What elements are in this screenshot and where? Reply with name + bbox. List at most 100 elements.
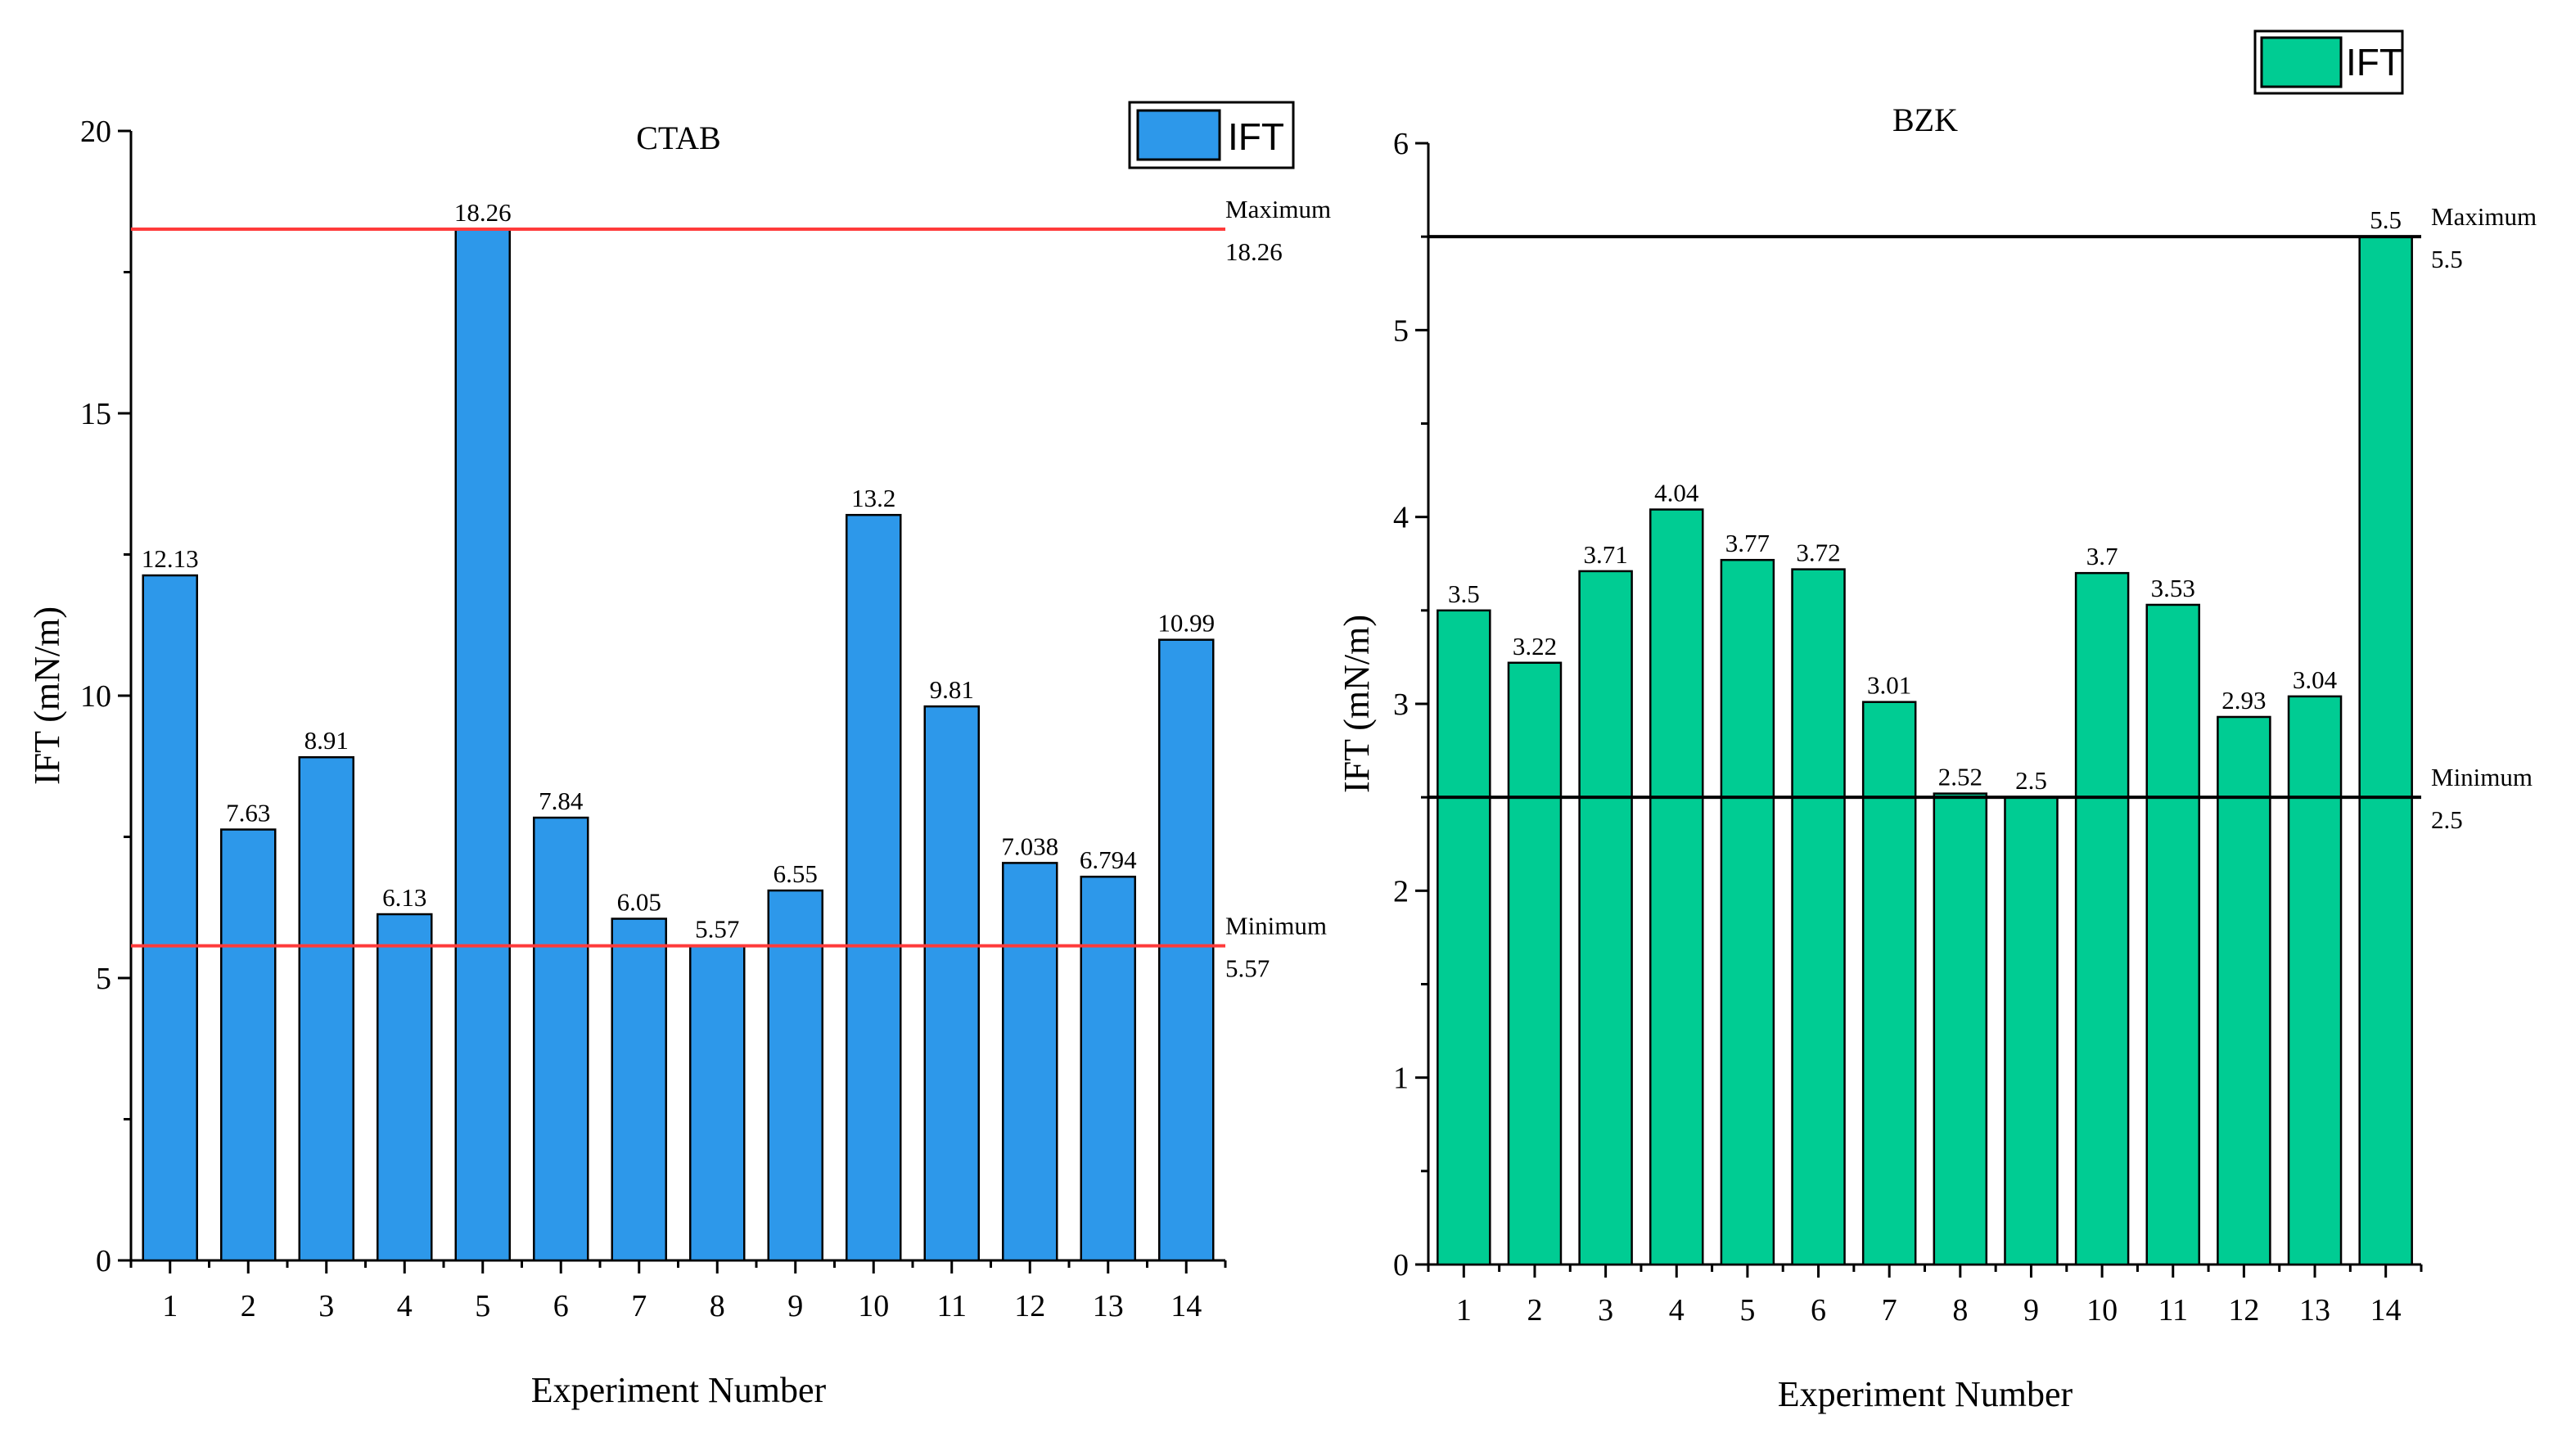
ctab-bar <box>533 816 589 1262</box>
bzk-bar-value-label: 3.22 <box>1513 632 1557 660</box>
bzk-maximum-label: Maximum <box>2431 202 2537 231</box>
bzk-y-tick-label: 5 <box>1393 313 1409 348</box>
bzk-bar <box>2287 695 2343 1266</box>
ctab-bar <box>142 574 198 1262</box>
bzk-x-axis-label: Experiment Number <box>1778 1374 2073 1414</box>
bzk-bar-value-label: 2.5 <box>2015 766 2047 795</box>
ctab-bar-value-label: 10.99 <box>1157 609 1215 638</box>
ctab-y-tick-label: 0 <box>96 1244 111 1278</box>
bzk-legend-label: IFT <box>2346 41 2402 83</box>
bzk-bar <box>2074 571 2130 1266</box>
bzk-bar <box>2217 715 2271 1266</box>
bzk-bar <box>1861 701 1917 1266</box>
ctab-bar <box>377 913 433 1262</box>
ctab-bar <box>1080 875 1136 1262</box>
bzk-bar-value-label: 3.7 <box>2086 542 2118 570</box>
ctab-y-tick-label: 5 <box>96 962 111 996</box>
bzk-bar-value-label: 3.04 <box>2293 665 2338 694</box>
ctab-y-tick-label: 10 <box>80 679 111 714</box>
ctab-data-labels: 12.13 7.63 8.91 6.13 18.26 7.84 6.05 5.57 6.55 13… <box>142 198 1215 944</box>
bzk-legend: IFT <box>2253 29 2404 95</box>
bzk-x-tick-label: 12 <box>2228 1293 2259 1328</box>
ctab-x-ticks: 1 2 3 4 5 6 7 8 9 10 11 12 13 14 <box>129 1260 1227 1323</box>
bzk-y-tick-label: 2 <box>1393 874 1409 908</box>
bzk-x-ticks: 1 2 3 4 5 6 7 8 9 10 11 12 13 14 <box>1427 1264 2423 1328</box>
bzk-x-tick-label: 11 <box>2158 1293 2188 1328</box>
bzk-bar <box>2145 603 2200 1266</box>
ctab-bar-value-label: 5.57 <box>695 915 739 944</box>
ctab-legend: IFT <box>1128 101 1295 169</box>
bzk-x-tick-label: 6 <box>1811 1293 1826 1328</box>
bzk-x-tick-label: 3 <box>1598 1293 1613 1328</box>
bzk-y-tick-label: 4 <box>1393 501 1409 535</box>
bzk-x-tick-label: 13 <box>2299 1293 2330 1328</box>
bzk-y-tick-label: 1 <box>1393 1062 1409 1096</box>
bzk-bar-value-label: 3.72 <box>1796 539 1840 567</box>
bzk-bar <box>1578 570 1633 1266</box>
bzk-x-tick-label: 2 <box>1527 1293 1542 1328</box>
bzk-bar <box>1507 661 1563 1266</box>
ctab-y-tick-label: 15 <box>80 397 111 431</box>
bzk-minimum-value: 2.5 <box>2431 805 2463 834</box>
bzk-bar-value-label: 3.5 <box>1448 579 1480 608</box>
bzk-bar <box>1720 558 1775 1266</box>
bzk-max-line-group: Maximum 5.5 <box>1428 202 2537 273</box>
bzk-bar-value-label: 3.77 <box>1725 529 1770 557</box>
ctab-bar-value-label: 7.038 <box>1001 832 1058 860</box>
ctab-min-line-group: Minimum 5.57 <box>131 912 1327 983</box>
bzk-x-tick-label: 1 <box>1456 1293 1472 1328</box>
ctab-x-tick-label: 14 <box>1170 1289 1202 1323</box>
ctab-bar <box>846 513 902 1262</box>
ctab-bar-value-label: 7.63 <box>226 799 270 827</box>
bzk-y-tick-label: 6 <box>1393 127 1409 161</box>
bzk-bar-value-label: 4.04 <box>1654 479 1699 507</box>
ctab-x-tick-label: 5 <box>475 1289 490 1323</box>
ctab-x-tick-label: 2 <box>241 1289 256 1323</box>
ctab-y-axis-label: IFT (mN/m) <box>27 606 67 785</box>
ctab-x-tick-label: 7 <box>631 1289 647 1323</box>
ctab-bar-value-label: 6.05 <box>617 888 661 917</box>
ctab-maximum-value: 18.26 <box>1225 237 1283 266</box>
ctab-x-tick-label: 1 <box>162 1289 178 1323</box>
ctab-maximum-label: Maximum <box>1225 195 1331 223</box>
bzk-data-labels: 3.5 3.22 3.71 4.04 3.77 3.72 3.01 2.52 2.5 3.7 3.5… <box>1448 205 2402 795</box>
bzk-bar-value-label: 5.5 <box>2370 205 2402 234</box>
bzk-bar <box>2004 796 2059 1266</box>
bzk-bar <box>1933 792 1988 1266</box>
bzk-minimum-label: Minimum <box>2431 763 2533 791</box>
ctab-x-tick-label: 9 <box>787 1289 803 1323</box>
bzk-bars <box>1437 235 2413 1266</box>
bzk-legend-swatch <box>2260 36 2343 88</box>
ctab-bar-value-label: 13.2 <box>851 484 895 512</box>
ctab-x-tick-label: 6 <box>553 1289 569 1323</box>
bzk-x-tick-label: 14 <box>2370 1293 2402 1328</box>
bzk-x-tick-label: 8 <box>1952 1293 1968 1328</box>
ctab-bar <box>1158 638 1215 1262</box>
ctab-chart: CTAB Experiment Number IFT (mN/m) 051015… <box>27 101 1331 1410</box>
ctab-bars <box>142 228 1215 1262</box>
bzk-bar <box>2358 235 2413 1266</box>
ctab-bar <box>1002 862 1058 1262</box>
ctab-x-tick-label: 4 <box>397 1289 413 1323</box>
bzk-y-axis-label: IFT (mN/m) <box>1337 615 1377 793</box>
bzk-bar <box>1649 508 1704 1266</box>
ctab-minimum-label: Minimum <box>1225 912 1327 940</box>
bzk-y-tick-label: 0 <box>1393 1248 1409 1282</box>
ctab-max-line-group: Maximum 18.26 <box>131 195 1331 266</box>
ctab-bar-value-label: 6.13 <box>382 883 426 912</box>
ctab-bar <box>454 228 511 1262</box>
ctab-bar <box>689 944 746 1262</box>
ctab-x-axis-label: Experiment Number <box>531 1370 827 1410</box>
ctab-legend-label: IFT <box>1228 115 1284 158</box>
ctab-x-tick-label: 11 <box>936 1289 967 1323</box>
bzk-bar-value-label: 3.01 <box>1867 671 1911 700</box>
ctab-bar <box>220 828 277 1262</box>
bzk-min-line-group: Minimum 2.5 <box>1428 763 2533 834</box>
ctab-y-ticks: 0 5 10 15 20 <box>80 115 131 1278</box>
ctab-bar-value-label: 7.84 <box>539 787 584 815</box>
ctab-x-tick-label: 8 <box>710 1289 725 1323</box>
ctab-legend-swatch <box>1136 109 1221 161</box>
ctab-bar-value-label: 8.91 <box>304 726 349 755</box>
ctab-x-tick-label: 10 <box>858 1289 889 1323</box>
bzk-bar <box>1791 568 1846 1266</box>
